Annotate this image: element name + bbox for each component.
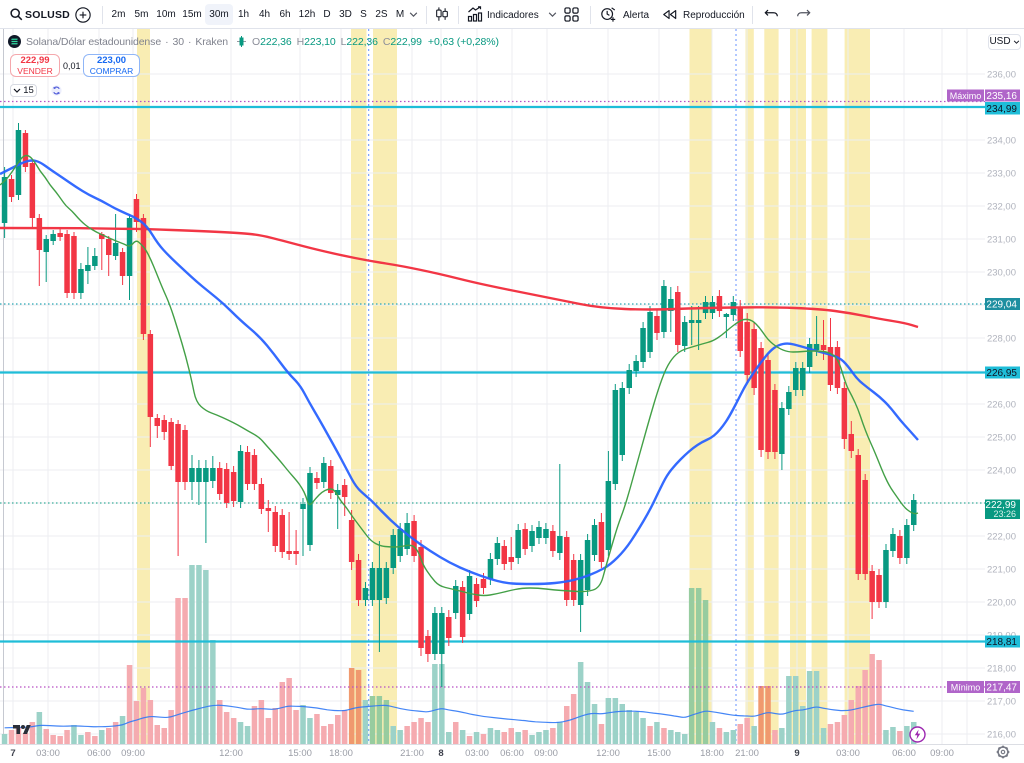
svg-text:230,00: 230,00 (987, 268, 1016, 279)
svg-text:09:00: 09:00 (534, 748, 558, 759)
svg-text:Mínimo: Mínimo (951, 682, 981, 692)
svg-text:226,00: 226,00 (987, 400, 1016, 411)
svg-text:235,16: 235,16 (986, 91, 1017, 102)
svg-text:06:00: 06:00 (87, 748, 111, 759)
svg-text:232,00: 232,00 (987, 202, 1016, 213)
svg-text:218,00: 218,00 (987, 664, 1016, 675)
svg-text:217,00: 217,00 (987, 697, 1016, 708)
svg-text:12:00: 12:00 (219, 748, 243, 759)
svg-text:09:00: 09:00 (930, 748, 954, 759)
svg-text:9: 9 (794, 748, 799, 759)
svg-text:06:00: 06:00 (500, 748, 524, 759)
svg-text:222,00: 222,00 (987, 532, 1016, 543)
svg-text:Máximo: Máximo (950, 91, 982, 101)
svg-text:23:26: 23:26 (993, 509, 1016, 519)
svg-text:12:00: 12:00 (596, 748, 620, 759)
svg-text:234,99: 234,99 (986, 104, 1017, 115)
svg-text:7: 7 (10, 748, 15, 759)
svg-text:236,00: 236,00 (987, 70, 1016, 81)
svg-text:8: 8 (438, 748, 443, 759)
svg-text:03:00: 03:00 (36, 748, 60, 759)
svg-text:228,00: 228,00 (987, 334, 1016, 345)
svg-text:03:00: 03:00 (836, 748, 860, 759)
svg-text:225,00: 225,00 (987, 433, 1016, 444)
svg-text:222,99: 222,99 (985, 500, 1016, 511)
svg-text:229,04: 229,04 (986, 300, 1017, 311)
svg-text:231,00: 231,00 (987, 235, 1016, 246)
svg-text:220,00: 220,00 (987, 598, 1016, 609)
svg-text:221,00: 221,00 (987, 565, 1016, 576)
svg-text:21:00: 21:00 (400, 748, 424, 759)
svg-text:218,81: 218,81 (986, 637, 1017, 648)
svg-text:217,47: 217,47 (986, 683, 1017, 694)
svg-text:18:00: 18:00 (700, 748, 724, 759)
svg-text:224,00: 224,00 (987, 466, 1016, 477)
svg-text:06:00: 06:00 (892, 748, 916, 759)
svg-text:216,00: 216,00 (987, 730, 1016, 741)
svg-text:03:00: 03:00 (465, 748, 489, 759)
svg-text:15:00: 15:00 (647, 748, 671, 759)
svg-text:233,00: 233,00 (987, 169, 1016, 180)
svg-text:09:00: 09:00 (121, 748, 145, 759)
svg-text:18:00: 18:00 (329, 748, 353, 759)
svg-text:15:00: 15:00 (288, 748, 312, 759)
svg-text:21:00: 21:00 (735, 748, 759, 759)
svg-text:226,95: 226,95 (986, 368, 1017, 379)
svg-text:234,00: 234,00 (987, 136, 1016, 147)
